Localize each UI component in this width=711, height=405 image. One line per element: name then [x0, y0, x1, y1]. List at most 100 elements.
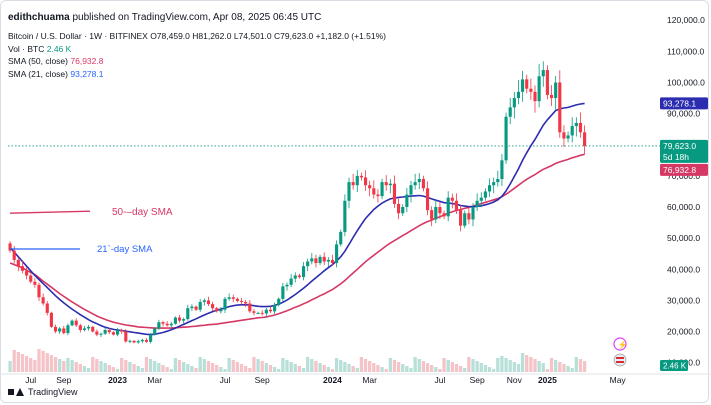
volume-bar: [516, 364, 521, 372]
candle: [380, 178, 384, 200]
volume-bar: [417, 359, 421, 372]
candle-body: [194, 306, 198, 310]
volume-bar: [239, 364, 244, 372]
candle: [392, 175, 397, 208]
candle: [194, 305, 198, 311]
candle: [66, 323, 70, 336]
candle-body: [401, 207, 405, 214]
candle: [442, 210, 446, 220]
candle: [475, 193, 479, 211]
volume-bar: [458, 366, 463, 372]
volume-bar: [41, 351, 45, 372]
candle-body: [496, 178, 500, 183]
volume-bar: [409, 368, 413, 372]
legend-volume-row[interactable]: Vol · BTC 2.46 K: [8, 43, 386, 56]
volume-bar: [384, 369, 388, 372]
candle-body: [554, 82, 558, 99]
volume-bar: [525, 355, 529, 372]
candle-body: [388, 183, 392, 186]
candle-body: [136, 341, 140, 343]
footer-brand[interactable]: TradingView: [8, 387, 78, 397]
volume-bar: [264, 363, 268, 372]
volume-bar: [463, 368, 467, 372]
candle: [161, 320, 165, 327]
legend-sma21-label: SMA (21, close): [8, 68, 68, 79]
candle-body: [111, 332, 115, 335]
candle-body: [368, 185, 372, 189]
candle: [351, 173, 355, 190]
candle-body: [566, 135, 570, 139]
candle: [124, 329, 128, 343]
volume-bar: [297, 366, 302, 372]
y-tick-label: 30,000.0: [667, 295, 700, 305]
legend-sma21-row[interactable]: SMA (21, close) 93,278.1: [8, 68, 386, 81]
candle: [70, 319, 74, 327]
candle: [438, 201, 442, 220]
candle-body: [45, 303, 49, 313]
volume-bar: [483, 365, 488, 372]
candle-body: [182, 319, 186, 321]
candle: [446, 191, 450, 222]
candle-body: [574, 122, 578, 127]
current-price-tag-label: 79,623.0: [663, 141, 696, 151]
candle-body: [430, 210, 434, 220]
candle-body: [541, 70, 545, 77]
volume-bars: [8, 349, 587, 372]
candle-body: [562, 132, 566, 139]
candle-body: [454, 200, 459, 211]
x-tick-label: 2025: [538, 375, 557, 385]
candle: [541, 61, 545, 87]
x-tick-label: 2023: [108, 375, 127, 385]
candle: [186, 304, 190, 321]
candle-body: [459, 210, 463, 226]
candle-body: [41, 297, 45, 304]
y-tick-label: 40,000.0: [667, 264, 700, 274]
candle: [41, 293, 45, 306]
candle: [459, 205, 463, 232]
candle-body: [425, 188, 430, 211]
volume-bar: [293, 364, 297, 372]
volume-bar: [186, 364, 190, 372]
volume-bar: [359, 357, 364, 372]
publisher-user[interactable]: edithchuama: [8, 12, 70, 23]
candle: [318, 254, 322, 266]
volume-bar: [430, 365, 434, 372]
candle: [45, 301, 49, 316]
candle-body: [74, 320, 78, 326]
candle: [487, 178, 492, 197]
candle: [417, 173, 421, 190]
candle-body: [380, 182, 384, 197]
publisher-line: edithchuama published on TradingView.com…: [8, 12, 321, 23]
volume-bar: [529, 357, 533, 372]
volume-bar: [177, 360, 182, 372]
candle: [566, 131, 570, 143]
candle: [405, 187, 409, 213]
candle-body: [177, 317, 182, 321]
candle: [264, 307, 268, 317]
volume-bar: [376, 365, 380, 372]
volume-bar: [549, 358, 554, 372]
legend-symbol-row[interactable]: Bitcoin / U.S. Dollar · 1W · BITFINEX O7…: [8, 30, 386, 43]
candle-body: [578, 122, 583, 133]
candle: [198, 298, 202, 313]
candle: [409, 180, 413, 203]
candle: [144, 337, 149, 343]
candle: [231, 294, 235, 302]
candle: [107, 328, 111, 335]
candle: [347, 177, 351, 209]
lightning-event-icon: [613, 337, 627, 351]
volume-bar: [182, 362, 186, 372]
volume-bar: [479, 363, 483, 372]
volume-bar: [388, 358, 392, 372]
candle: [8, 241, 12, 253]
candle-body: [318, 256, 322, 264]
legend-sma50-row[interactable]: SMA (50, close) 76,932.8: [8, 55, 386, 68]
volume-bar: [115, 369, 120, 372]
volume-bar: [396, 362, 401, 372]
candle: [339, 229, 343, 247]
candle: [326, 257, 330, 267]
countdown-tag-label: 5d 18h: [663, 152, 689, 162]
candle: [297, 273, 301, 279]
volume-bar: [161, 365, 165, 372]
